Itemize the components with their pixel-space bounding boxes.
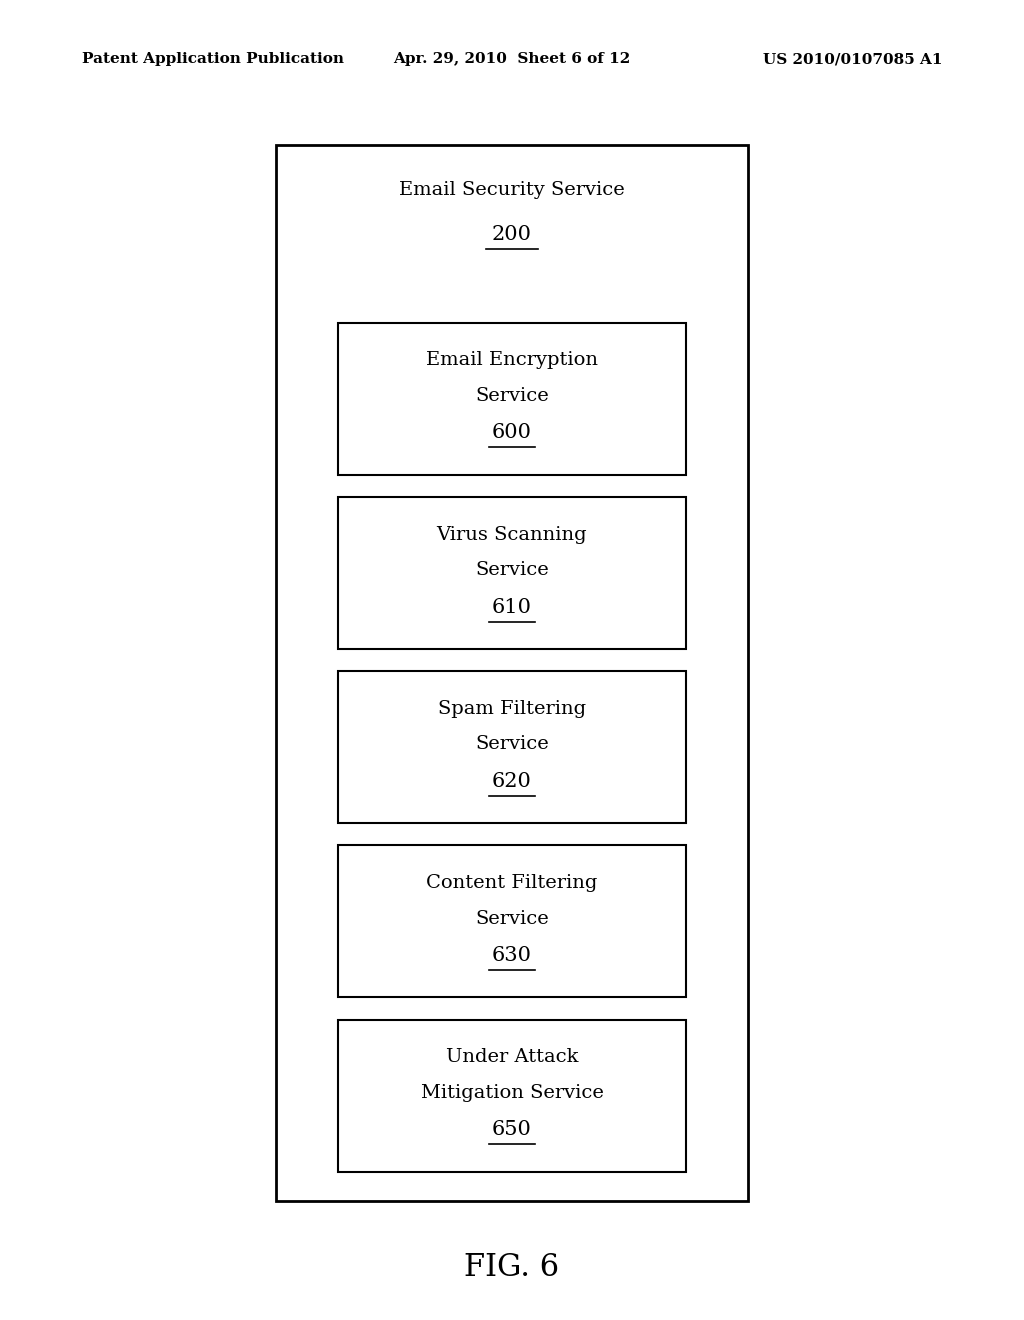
FancyBboxPatch shape xyxy=(338,845,686,998)
Text: US 2010/0107085 A1: US 2010/0107085 A1 xyxy=(763,53,942,66)
FancyBboxPatch shape xyxy=(338,671,686,824)
FancyBboxPatch shape xyxy=(338,498,686,649)
Text: Patent Application Publication: Patent Application Publication xyxy=(82,53,344,66)
FancyBboxPatch shape xyxy=(276,145,748,1201)
FancyBboxPatch shape xyxy=(338,322,686,474)
Text: 200: 200 xyxy=(492,226,532,244)
Text: 650: 650 xyxy=(493,1121,531,1139)
Text: Mitigation Service: Mitigation Service xyxy=(421,1084,603,1102)
Text: Service: Service xyxy=(475,387,549,405)
Text: Spam Filtering: Spam Filtering xyxy=(438,700,586,718)
Text: Apr. 29, 2010  Sheet 6 of 12: Apr. 29, 2010 Sheet 6 of 12 xyxy=(393,53,631,66)
Text: Email Encryption: Email Encryption xyxy=(426,351,598,370)
Text: Under Attack: Under Attack xyxy=(445,1048,579,1067)
Text: Service: Service xyxy=(475,735,549,754)
Text: Content Filtering: Content Filtering xyxy=(426,874,598,892)
Text: Email Security Service: Email Security Service xyxy=(399,181,625,199)
Text: 620: 620 xyxy=(493,772,531,791)
Text: Virus Scanning: Virus Scanning xyxy=(436,525,588,544)
Text: FIG. 6: FIG. 6 xyxy=(465,1251,559,1283)
Text: 610: 610 xyxy=(492,598,532,616)
Text: 600: 600 xyxy=(492,424,532,442)
Text: 630: 630 xyxy=(492,946,532,965)
Text: Service: Service xyxy=(475,561,549,579)
Text: Service: Service xyxy=(475,909,549,928)
FancyBboxPatch shape xyxy=(338,1019,686,1172)
